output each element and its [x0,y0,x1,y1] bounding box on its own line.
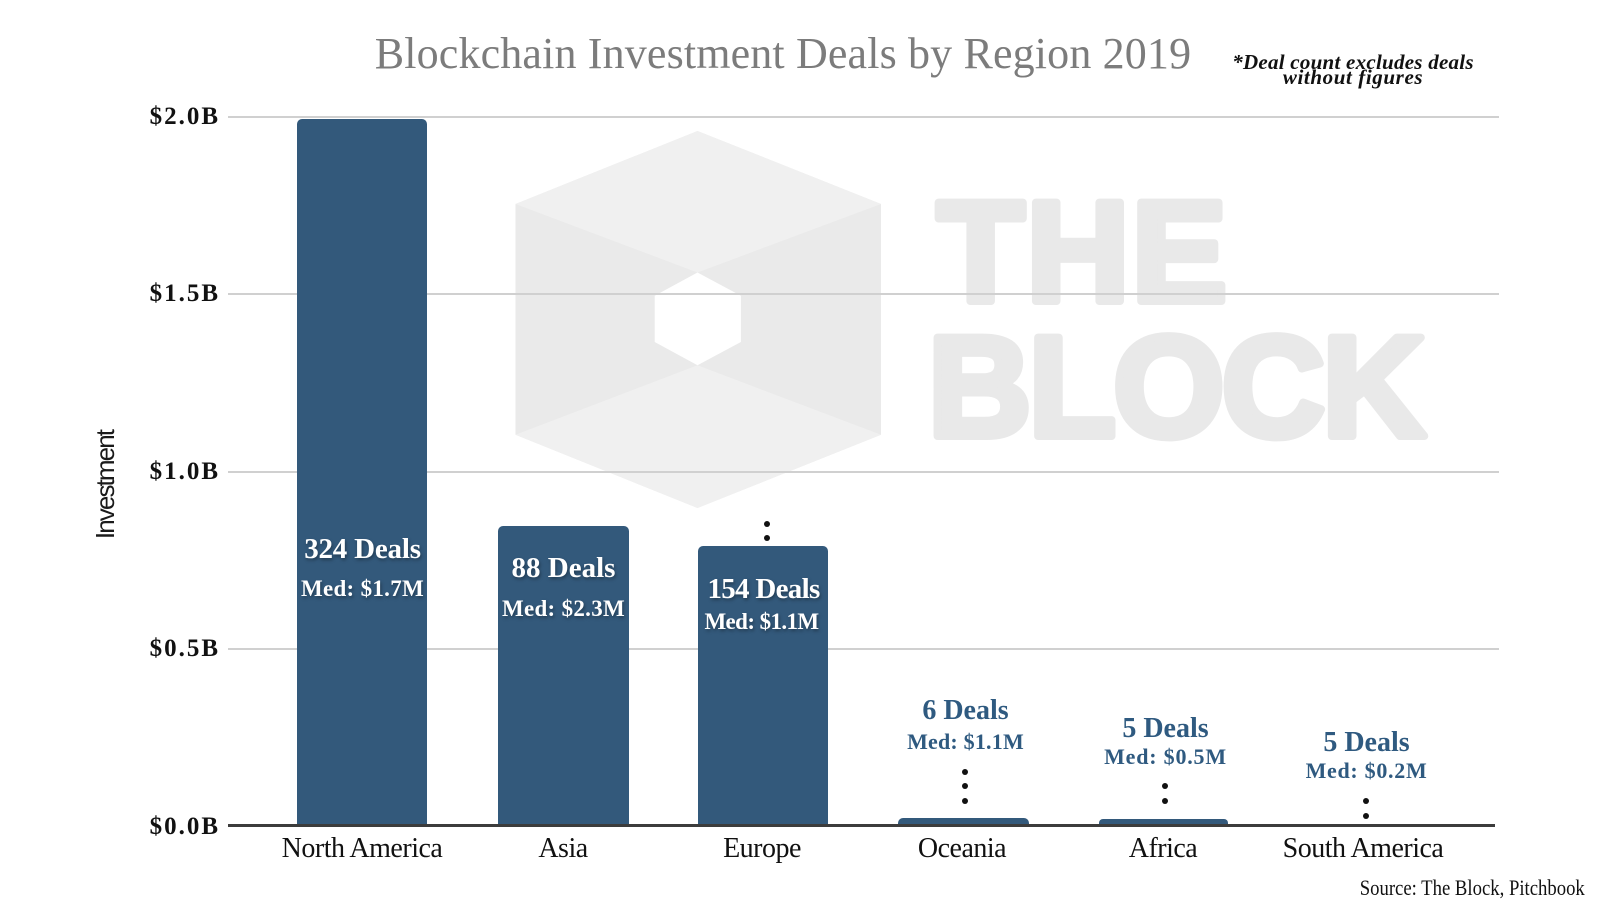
svg-text:BLOCK: BLOCK [928,308,1424,467]
svg-text:THE: THE [937,173,1229,332]
